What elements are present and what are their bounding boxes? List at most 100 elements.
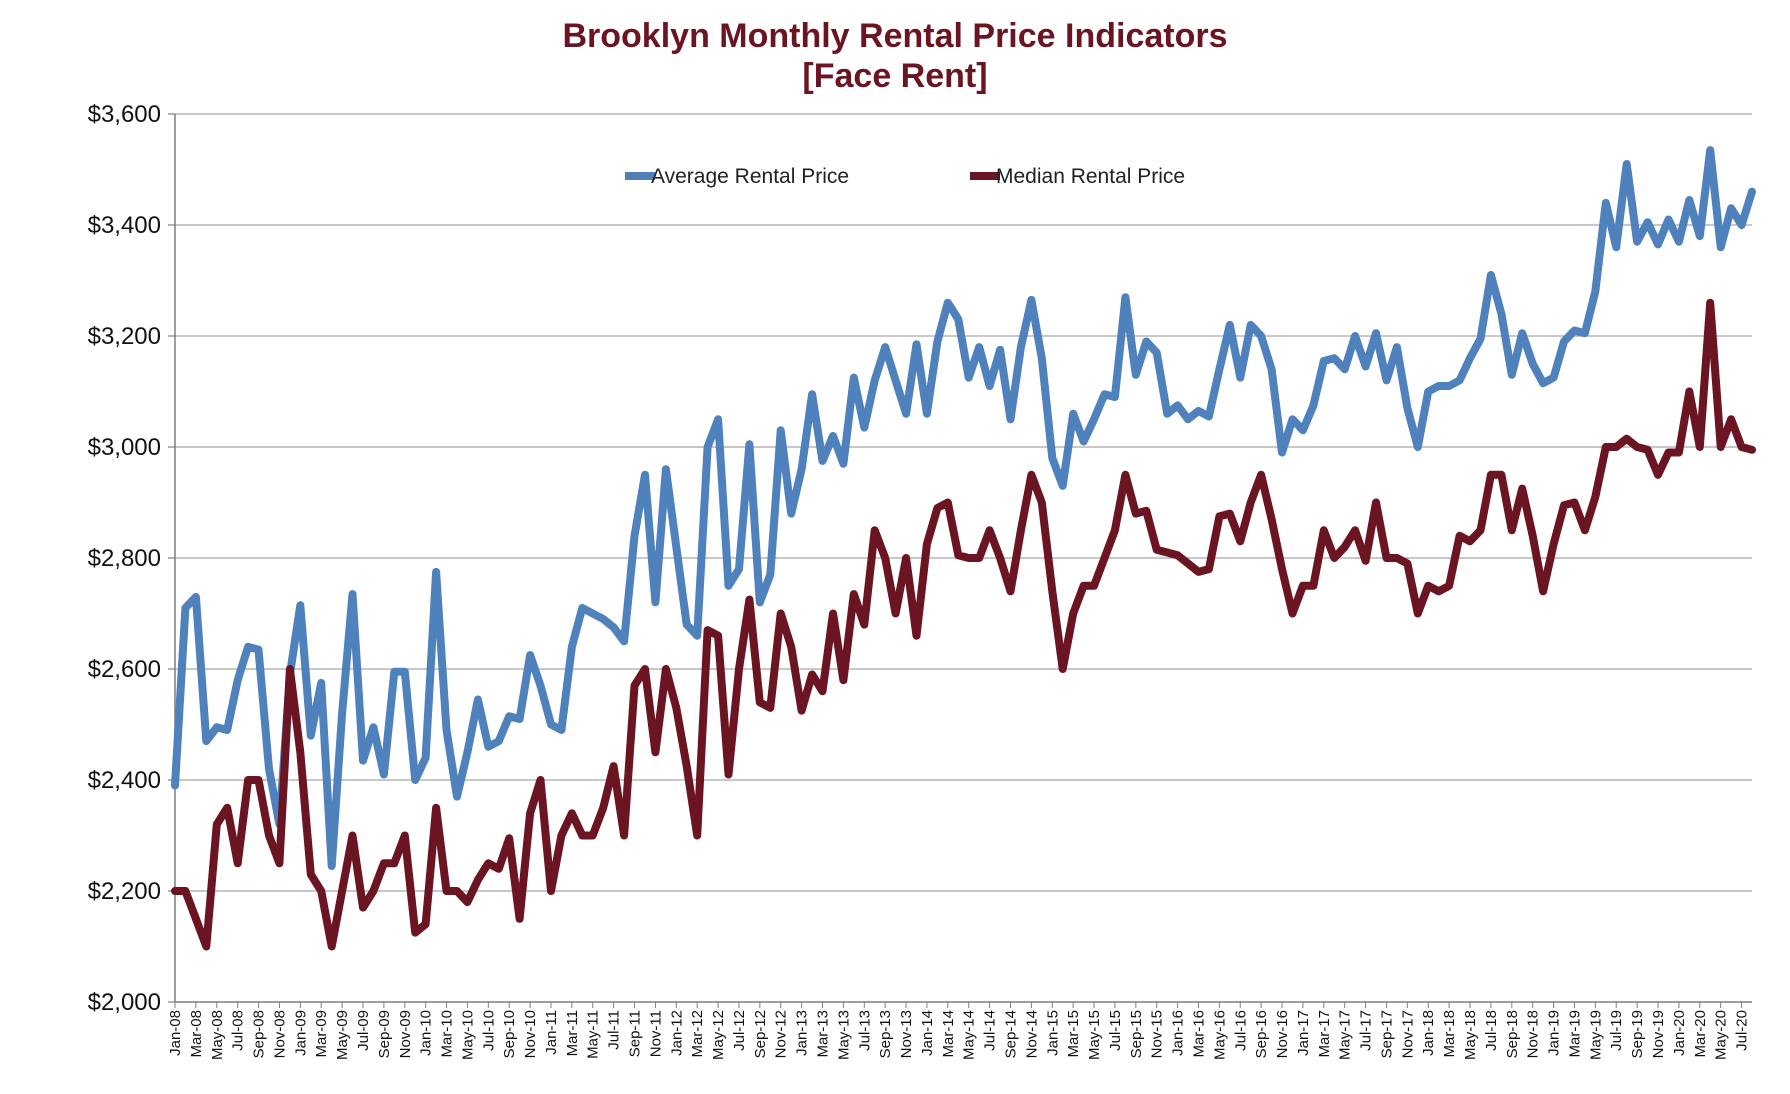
x-tick-label: Jul-13 xyxy=(856,1010,873,1051)
x-tick-label: Mar-09 xyxy=(313,1010,330,1058)
x-tick-label: Sep-10 xyxy=(501,1010,518,1058)
y-tick-label: $3,600 xyxy=(88,101,161,128)
x-tick-label: Jan-17 xyxy=(1295,1010,1312,1056)
x-tick-label: Nov-14 xyxy=(1023,1010,1040,1058)
x-tick-label: Jan-13 xyxy=(794,1010,811,1056)
x-tick-label: Nov-17 xyxy=(1399,1010,1416,1058)
x-tick-label: Jan-14 xyxy=(919,1010,936,1056)
x-axis-ticks: Jan-08 Mar-08 May-08 Jul-08 Sep-08 Nov-08 Jan-… xyxy=(167,1010,1751,1060)
x-tick-label: Mar-08 xyxy=(188,1010,205,1058)
y-tick-label: $2,400 xyxy=(88,767,161,794)
x-tick-label: Mar-19 xyxy=(1566,1010,1583,1058)
x-tick-label: Sep-16 xyxy=(1253,1010,1270,1058)
axes xyxy=(168,113,1752,1008)
y-tick-label: $2,800 xyxy=(88,545,161,572)
x-tick-label: Jul-10 xyxy=(480,1010,497,1051)
x-tick-label: Sep-15 xyxy=(1128,1010,1145,1058)
x-tick-label: Mar-13 xyxy=(815,1010,832,1058)
x-tick-label: Jul-12 xyxy=(731,1010,748,1051)
x-tick-label: Mar-11 xyxy=(564,1010,581,1056)
x-tick-label: Jan-08 xyxy=(167,1010,184,1056)
x-tick-label: Jul-16 xyxy=(1232,1010,1249,1051)
x-tick-label: Jan-09 xyxy=(292,1010,309,1056)
x-tick-label: May-08 xyxy=(209,1010,226,1060)
x-tick-label: Sep-17 xyxy=(1378,1010,1395,1058)
gridlines xyxy=(175,113,1752,892)
x-tick-label: Nov-19 xyxy=(1650,1010,1667,1058)
x-tick-label: Jul-08 xyxy=(230,1010,247,1051)
x-tick-label: Jan-10 xyxy=(418,1010,435,1056)
y-axis-ticks: $2,000 $2,200 $2,400 $2,600 $2,800 $3,000 $3,2… xyxy=(88,101,161,1016)
x-tick-label: Sep-18 xyxy=(1504,1010,1521,1058)
x-tick-label: Jul-09 xyxy=(355,1010,372,1051)
y-tick-label: $3,400 xyxy=(88,212,161,239)
y-tick-label: $3,200 xyxy=(88,323,161,350)
x-tick-label: May-13 xyxy=(835,1010,852,1060)
x-tick-label: Nov-15 xyxy=(1149,1010,1166,1058)
x-tick-label: Nov-16 xyxy=(1274,1010,1291,1058)
x-tick-label: Nov-10 xyxy=(522,1010,539,1058)
x-tick-label: Nov-09 xyxy=(397,1010,414,1058)
x-tick-label: Sep-12 xyxy=(752,1010,769,1058)
x-tick-label: Sep-19 xyxy=(1629,1010,1646,1058)
series-lines xyxy=(171,146,1756,951)
y-tick-label: $3,000 xyxy=(88,434,161,461)
y-tick-label: $2,600 xyxy=(88,656,161,683)
x-tick-label: Mar-17 xyxy=(1316,1010,1333,1058)
x-tick-label: Jul-19 xyxy=(1608,1010,1625,1051)
x-tick-label: Mar-16 xyxy=(1190,1010,1207,1058)
x-tick-label: Mar-18 xyxy=(1441,1010,1458,1058)
x-tick-label: Sep-11 xyxy=(627,1010,644,1057)
x-tick-label: Mar-14 xyxy=(940,1010,957,1058)
legend-label-average: Average Rental Price xyxy=(651,165,849,188)
x-tick-label: May-12 xyxy=(710,1010,727,1060)
x-tick-label: Jul-17 xyxy=(1358,1010,1375,1051)
x-tick-label: May-14 xyxy=(961,1010,978,1060)
x-tick-label: Jan-15 xyxy=(1044,1010,1061,1056)
x-tick-label: May-09 xyxy=(334,1010,351,1060)
x-tick-label: Jul-15 xyxy=(1107,1010,1124,1051)
x-tick-label: Mar-20 xyxy=(1692,1010,1709,1058)
x-tick-label: Nov-08 xyxy=(271,1010,288,1058)
x-tick-label: Jul-11 xyxy=(606,1010,623,1050)
x-tick-label: May-16 xyxy=(1211,1010,1228,1060)
x-tick-label: Sep-09 xyxy=(376,1010,393,1058)
x-tick-label: Jul-18 xyxy=(1483,1010,1500,1051)
x-tick-label: Jul-14 xyxy=(982,1010,999,1051)
x-tick-label: Nov-13 xyxy=(898,1010,915,1058)
x-tick-label: Mar-10 xyxy=(439,1010,456,1058)
series-line-median-rental-price xyxy=(171,298,1756,951)
x-tick-label: Sep-14 xyxy=(1002,1010,1019,1058)
x-tick-label: May-10 xyxy=(459,1010,476,1060)
x-tick-label: May-11 xyxy=(585,1010,602,1059)
x-tick-label: May-15 xyxy=(1086,1010,1103,1060)
series-line-average-rental-price xyxy=(171,146,1756,870)
x-tick-label: Jan-16 xyxy=(1170,1010,1187,1056)
x-tick-label: May-19 xyxy=(1587,1010,1604,1060)
x-tick-label: Mar-15 xyxy=(1065,1010,1082,1058)
x-tick-label: May-17 xyxy=(1337,1010,1354,1060)
chart-title: Brooklyn Monthly Rental Price Indicators xyxy=(562,17,1228,55)
x-tick-label: Sep-13 xyxy=(877,1010,894,1058)
x-tick-label: Nov-18 xyxy=(1525,1010,1542,1058)
x-tick-label: Mar-12 xyxy=(689,1010,706,1058)
x-tick-label: Jan-11 xyxy=(543,1010,560,1055)
x-tick-label: Jan-20 xyxy=(1671,1010,1688,1056)
x-tick-label: Nov-12 xyxy=(773,1010,790,1058)
chart-subtitle: [Face Rent] xyxy=(802,57,988,95)
x-tick-label: Sep-08 xyxy=(251,1010,268,1058)
x-tick-label: Jan-18 xyxy=(1420,1010,1437,1056)
x-tick-label: Nov-11 xyxy=(647,1010,664,1057)
x-tick-label: Jul-20 xyxy=(1734,1010,1751,1051)
x-tick-label: May-20 xyxy=(1713,1010,1730,1060)
x-tick-label: Jan-12 xyxy=(668,1010,685,1056)
chart-title-block: Brooklyn Monthly Rental Price Indicators… xyxy=(0,16,1790,96)
legend-label-median: Median Rental Price xyxy=(996,165,1185,188)
x-tick-label: May-18 xyxy=(1462,1010,1479,1060)
y-tick-label: $2,200 xyxy=(88,878,161,905)
legend: Average Rental Price Median Rental Price xyxy=(625,165,1185,188)
x-tick-label: Jan-19 xyxy=(1546,1010,1563,1056)
y-tick-label: $2,000 xyxy=(88,989,161,1016)
